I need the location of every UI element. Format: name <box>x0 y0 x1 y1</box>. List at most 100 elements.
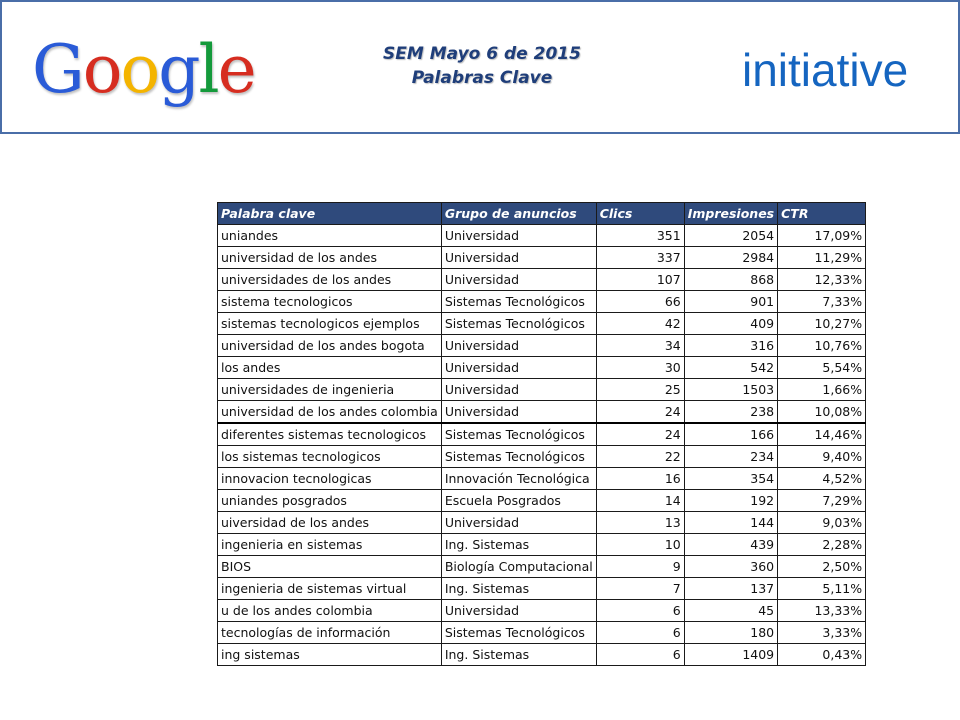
ctr-cell: 12,33% <box>777 268 867 291</box>
adgroup-cell: Universidad <box>440 246 597 269</box>
table-row: u de los andes colombia Universidad 6 45 13,… <box>217 599 867 622</box>
clicks-cell: 25 <box>595 378 685 401</box>
adgroup-cell: Universidad <box>440 334 597 357</box>
adgroup-cell: Innovación Tecnológica <box>440 467 597 490</box>
impressions-cell: 137 <box>683 577 779 600</box>
keyword-cell: uniandes posgrados <box>217 489 442 512</box>
keyword-cell: diferentes sistemas tecnologicos <box>217 422 442 446</box>
keyword-cell: ingenieria en sistemas <box>217 533 442 556</box>
keyword-cell: universidades de los andes <box>217 268 442 291</box>
clicks-cell: 30 <box>595 356 685 379</box>
slide-header: Google SEM Mayo 6 de 2015 Palabras Clave… <box>0 0 960 134</box>
keywords-table: Palabra clave Grupo de anuncios Clics Im… <box>217 202 867 666</box>
google-logo-letter: G <box>32 31 85 108</box>
keyword-cell: los sistemas tecnologicos <box>217 445 442 468</box>
clicks-cell: 337 <box>595 246 685 269</box>
adgroup-cell: Biología Computacional <box>440 555 597 578</box>
table-row: sistema tecnologicos Sistemas Tecnológico… <box>217 290 867 313</box>
adgroup-cell: Universidad <box>440 356 597 379</box>
initiative-logo: initiative <box>742 44 909 96</box>
impressions-cell: 360 <box>683 555 779 578</box>
adgroup-cell: Ing. Sistemas <box>440 577 597 600</box>
ctr-cell: 9,40% <box>777 445 867 468</box>
clicks-cell: 6 <box>595 599 685 622</box>
table-row: los andes Universidad 30 542 5,54% <box>217 356 867 379</box>
table-row: innovacion tecnologicas Innovación Tecnol… <box>217 467 867 490</box>
adgroup-cell: Universidad <box>440 268 597 291</box>
table-row: ingenieria en sistemas Ing. Sistemas 10 439… <box>217 533 867 556</box>
impressions-cell: 439 <box>683 533 779 556</box>
clicks-cell: 351 <box>595 224 685 247</box>
clicks-cell: 107 <box>595 268 685 291</box>
impressions-cell: 234 <box>683 445 779 468</box>
table-header-row: Palabra clave Grupo de anuncios Clics Im… <box>217 202 867 225</box>
clicks-cell: 42 <box>595 312 685 335</box>
adgroup-cell: Sistemas Tecnológicos <box>440 312 597 335</box>
table-row: sistemas tecnologicos ejemplos Sistemas T… <box>217 312 867 335</box>
clicks-cell: 34 <box>595 334 685 357</box>
column-header-clicks: Clics <box>595 202 685 225</box>
adgroup-cell: Universidad <box>440 378 597 401</box>
clicks-cell: 14 <box>595 489 685 512</box>
column-header-keyword: Palabra clave <box>217 202 442 225</box>
ctr-cell: 2,28% <box>777 533 867 556</box>
table-row: uiversidad de los andes Universidad 13 144 9… <box>217 511 867 534</box>
keyword-cell: ingenieria de sistemas virtual <box>217 577 442 600</box>
keyword-cell: universidad de los andes <box>217 246 442 269</box>
keyword-cell: ing sistemas <box>217 643 442 666</box>
impressions-cell: 316 <box>683 334 779 357</box>
impressions-cell: 45 <box>683 599 779 622</box>
ctr-cell: 5,11% <box>777 577 867 600</box>
adgroup-cell: Sistemas Tecnológicos <box>440 290 597 313</box>
adgroup-cell: Sistemas Tecnológicos <box>440 621 597 644</box>
adgroup-cell: Universidad <box>440 224 597 247</box>
keyword-cell: los andes <box>217 356 442 379</box>
table-row: ing sistemas Ing. Sistemas 6 1409 0,43% <box>217 643 867 666</box>
keyword-cell: BIOS <box>217 555 442 578</box>
title-line-date: SEM Mayo 6 de 2015 <box>383 44 581 64</box>
adgroup-cell: Universidad <box>440 400 597 424</box>
google-logo-letter: g <box>158 31 200 108</box>
column-header-impressions: Impresiones <box>683 202 779 225</box>
column-header-ctr: CTR <box>777 202 867 225</box>
table-body: uniandes Universidad 351 2054 17,09% universi… <box>217 224 867 666</box>
table-row: universidades de los andes Universidad 107… <box>217 268 867 291</box>
google-logo-letter: l <box>198 31 219 108</box>
ctr-cell: 2,50% <box>777 555 867 578</box>
ctr-cell: 10,27% <box>777 312 867 335</box>
impressions-cell: 166 <box>683 422 779 446</box>
keyword-cell: u de los andes colombia <box>217 599 442 622</box>
adgroup-cell: Ing. Sistemas <box>440 533 597 556</box>
keyword-cell: uiversidad de los andes <box>217 511 442 534</box>
clicks-cell: 22 <box>595 445 685 468</box>
table-row: los sistemas tecnologicos Sistemas Tecnol… <box>217 445 867 468</box>
google-logo-letter: e <box>217 31 257 108</box>
clicks-cell: 7 <box>595 577 685 600</box>
ctr-cell: 4,52% <box>777 467 867 490</box>
google-logo-letter: o <box>120 31 160 108</box>
ctr-cell: 0,43% <box>777 643 867 666</box>
adgroup-cell: Sistemas Tecnológicos <box>440 422 597 446</box>
keyword-cell: universidades de ingenieria <box>217 378 442 401</box>
impressions-cell: 542 <box>683 356 779 379</box>
ctr-cell: 5,54% <box>777 356 867 379</box>
google-logo: Google <box>32 30 257 110</box>
google-logo-letter: o <box>82 31 123 108</box>
table-row: universidad de los andes colombia Univers… <box>217 400 867 424</box>
ctr-cell: 7,33% <box>777 290 867 313</box>
adgroup-cell: Universidad <box>440 511 597 534</box>
table-row: BIOS Biología Computacional 9 360 2,50% <box>217 555 867 578</box>
clicks-cell: 24 <box>595 400 685 424</box>
adgroup-cell: Escuela Posgrados <box>440 489 597 512</box>
table-row: diferentes sistemas tecnologicos Sistemas… <box>217 422 867 446</box>
title-line-subject: Palabras Clave <box>411 68 553 88</box>
impressions-cell: 868 <box>683 268 779 291</box>
clicks-cell: 16 <box>595 467 685 490</box>
impressions-cell: 409 <box>683 312 779 335</box>
clicks-cell: 6 <box>595 643 685 666</box>
clicks-cell: 10 <box>595 533 685 556</box>
ctr-cell: 7,29% <box>777 489 867 512</box>
table-row: uniandes Universidad 351 2054 17,09% <box>217 224 867 247</box>
table-row: universidad de los andes bogota Universid… <box>217 334 867 357</box>
table-row: universidad de los andes Universidad 337 29… <box>217 246 867 269</box>
